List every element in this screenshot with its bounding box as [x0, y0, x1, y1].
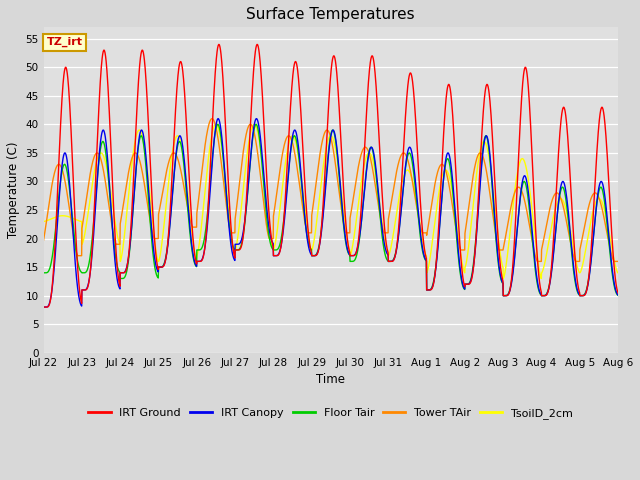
- Title: Surface Temperatures: Surface Temperatures: [246, 7, 415, 22]
- Y-axis label: Temperature (C): Temperature (C): [7, 142, 20, 238]
- X-axis label: Time: Time: [316, 373, 345, 386]
- Text: TZ_irt: TZ_irt: [47, 37, 83, 48]
- Legend: IRT Ground, IRT Canopy, Floor Tair, Tower TAir, TsoilD_2cm: IRT Ground, IRT Canopy, Floor Tair, Towe…: [84, 404, 578, 424]
